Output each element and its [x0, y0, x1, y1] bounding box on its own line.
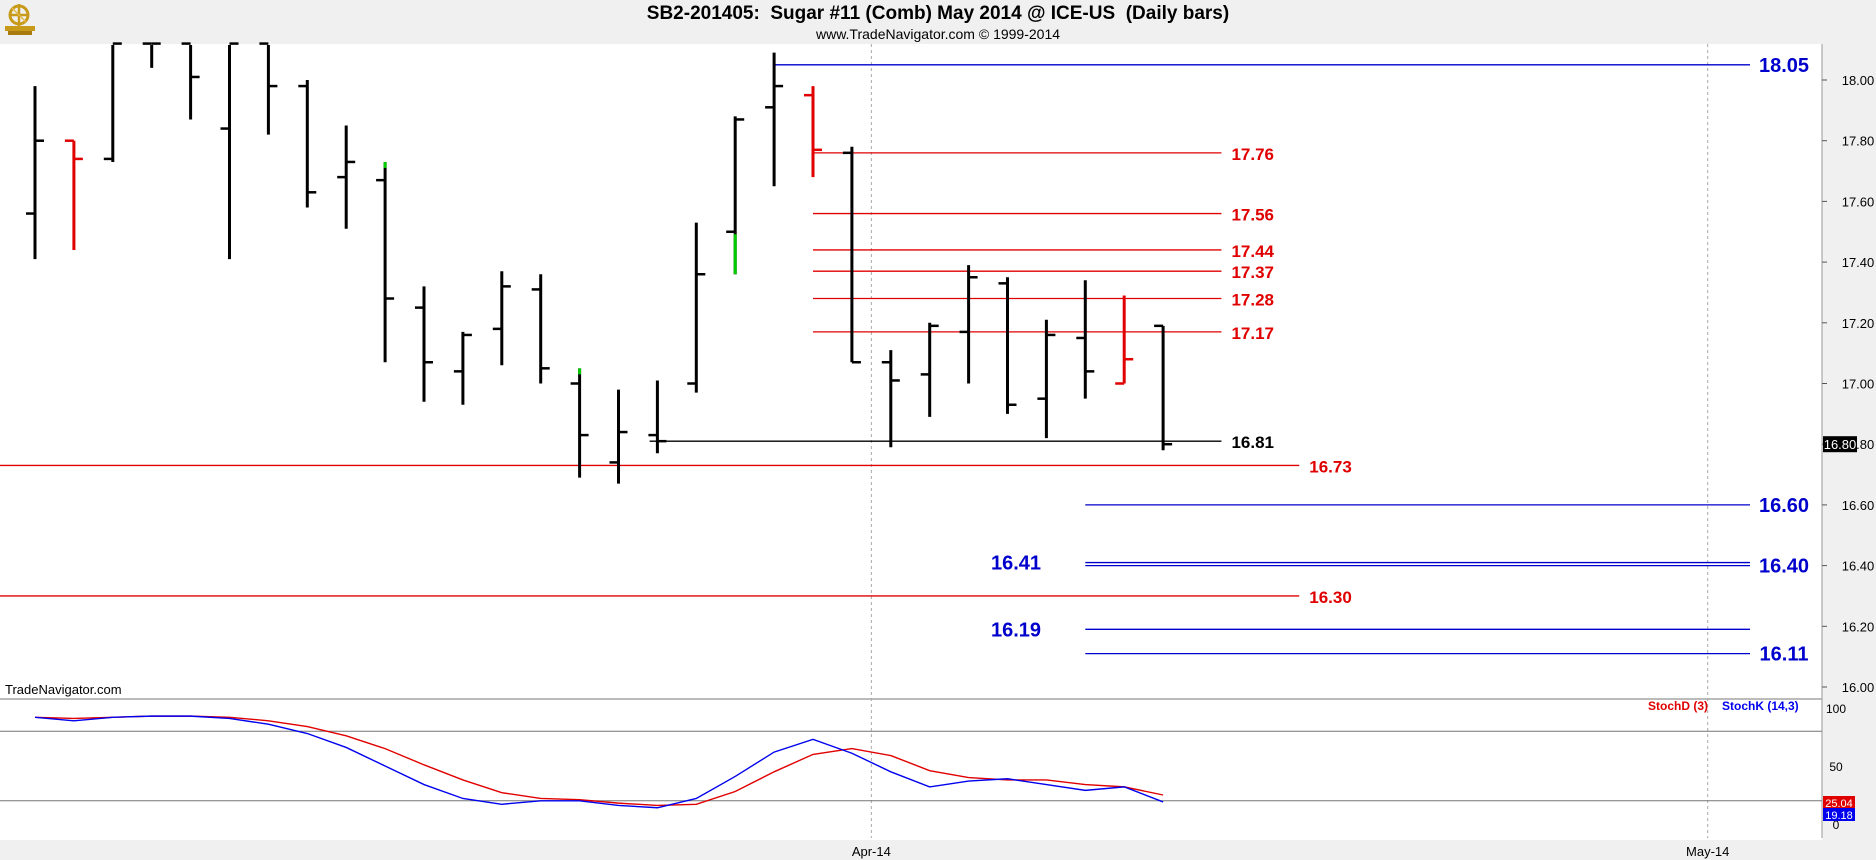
level-label: 18.05 [1759, 55, 1809, 77]
level-label: 16.11 [1760, 644, 1809, 666]
level-label: 16.40 [1759, 556, 1809, 578]
last-price-tag [1823, 436, 1857, 453]
level-label: 16.73 [1309, 457, 1352, 476]
chart-title: SB2-201405: Sugar #11 (Comb) May 2014 @ … [646, 3, 1230, 24]
date-axis-strip [0, 840, 1876, 860]
price-axis: 16.00 16.20 16.40 16.60 16.80 17.00 17.20 17.40… [1822, 73, 1874, 695]
level-label: 17.28 [1231, 291, 1274, 310]
y-tick-label: 16.40 [1842, 559, 1875, 574]
stoch-last-value-tag [1823, 808, 1855, 821]
y-tick-label: 17.60 [1842, 194, 1875, 209]
level-label: 16.30 [1309, 588, 1352, 607]
stochastic-panel: 0 50 100 StochD (3) 25.04 StochK (14,3) 19.18 [0, 699, 1855, 832]
stoch-y-tick-label: 0 [1833, 818, 1840, 832]
level-label: 16.41 [991, 553, 1041, 575]
date-axis: Apr-14 May-14 [852, 844, 1730, 859]
level-label: 17.56 [1231, 206, 1274, 225]
last-price-label: 16.80 [1824, 437, 1857, 452]
level-label: 17.76 [1231, 145, 1274, 164]
trade-navigator-logo-icon [2, 2, 38, 43]
y-tick-label: 16.00 [1842, 680, 1875, 695]
watermark-label: TradeNavigator.com [5, 682, 122, 697]
y-tick-label: 16.20 [1842, 619, 1875, 634]
title-bar: SB2-201405: Sugar #11 (Comb) May 2014 @ … [0, 0, 1876, 44]
stoch-series-line [34, 715, 1164, 809]
level-label: 17.44 [1231, 242, 1274, 261]
level-label: 16.60 [1759, 495, 1809, 517]
stoch-last-value-label: 25.04 [1825, 798, 1853, 810]
level-label: 17.37 [1231, 263, 1274, 282]
stoch-legend-label: StochK (14,3) [1722, 699, 1799, 713]
x-tick-label: Apr-14 [852, 844, 891, 859]
level-label: 16.81 [1231, 433, 1274, 452]
chart-subtitle: www.TradeNavigator.com © 1999-2014 [815, 26, 1061, 42]
y-tick-label: 17.20 [1842, 316, 1875, 331]
levels-layer: 18.05 17.76 17.56 17.44 17.37 17.28 17.17 16.81… [0, 55, 1809, 666]
price-bars-layer [26, 42, 1173, 484]
level-label: 16.19 [991, 619, 1041, 641]
stoch-y-tick-label: 100 [1826, 702, 1846, 716]
y-tick-label: 17.40 [1842, 255, 1875, 270]
level-label: 17.17 [1231, 324, 1274, 343]
stoch-legend-label: StochD (3) [1648, 699, 1708, 713]
y-tick-label: 18.00 [1842, 73, 1875, 88]
stoch-last-value-tag [1823, 796, 1855, 809]
stoch-series-line [34, 715, 1164, 807]
x-tick-label: May-14 [1686, 844, 1729, 859]
y-tick-label: 16.60 [1842, 498, 1875, 513]
y-tick-label: 17.00 [1842, 377, 1875, 392]
stoch-y-tick-label: 50 [1829, 760, 1843, 774]
y-tick-label: 17.80 [1842, 134, 1875, 149]
stoch-last-value-label: 19.18 [1825, 810, 1853, 822]
